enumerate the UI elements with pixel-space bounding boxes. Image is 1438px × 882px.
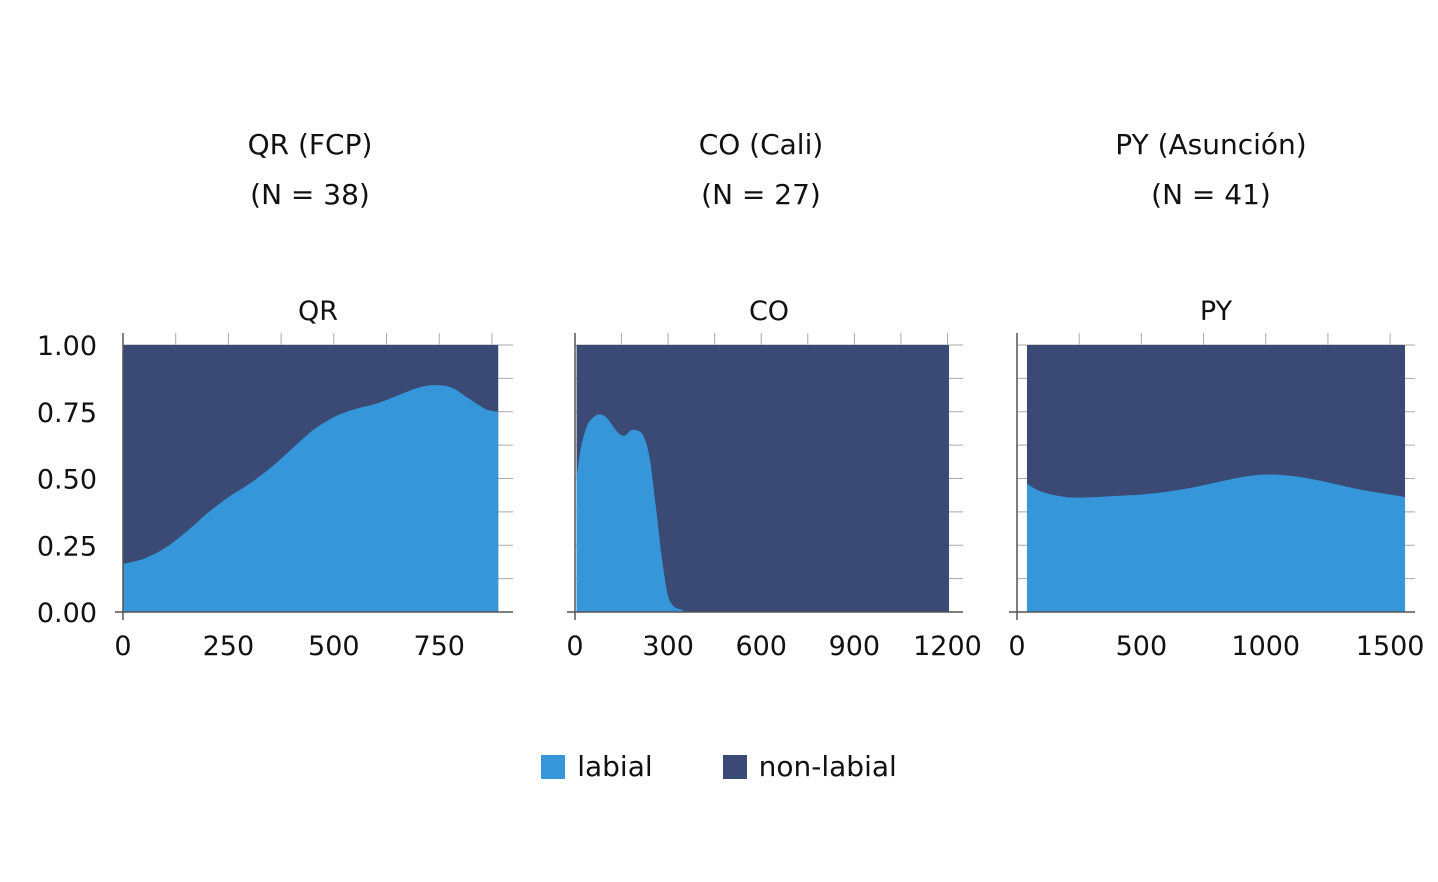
header-title: CO (Cali) [698, 128, 824, 161]
x-tick-label: 0 [566, 631, 583, 662]
x-tick-label: 500 [1116, 631, 1168, 662]
x-tick-label: 1500 [1356, 631, 1425, 662]
header-py: PY (Asunción) (N = 41) [1041, 120, 1381, 220]
area-labial [576, 414, 949, 613]
x-tick-label: 1200 [913, 631, 982, 662]
x-tick-label: 250 [203, 631, 255, 662]
x-tick-label: 600 [735, 631, 787, 662]
y-tick-label: 0.25 [37, 531, 97, 562]
header-title: QR (FCP) [247, 128, 373, 161]
legend-swatch-labial [541, 754, 566, 779]
x-tick-label: 0 [1008, 631, 1025, 662]
y-tick-label: 0.75 [37, 398, 97, 429]
header-qr: QR (FCP) (N = 38) [140, 120, 480, 220]
area-labial [1027, 474, 1405, 612]
x-tick-label: 300 [642, 631, 694, 662]
legend-label: labial [577, 750, 653, 783]
x-tick-label: 750 [413, 631, 465, 662]
header-n: (N = 38) [250, 178, 370, 211]
area-labial [123, 385, 499, 612]
panel-title: PY [1200, 296, 1233, 327]
x-tick-label: 1000 [1231, 631, 1300, 662]
legend-label: non-labial [758, 750, 897, 783]
y-tick-label: 0.50 [37, 465, 97, 496]
x-tick-label: 900 [829, 631, 881, 662]
legend: labial non-labial [0, 750, 1438, 783]
header-title: PY (Asunción) [1115, 128, 1307, 161]
panel-title: QR [298, 296, 338, 327]
header-co: CO (Cali) (N = 27) [591, 120, 931, 220]
header-n: (N = 41) [1151, 178, 1271, 211]
legend-item-non-labial: non-labial [722, 750, 897, 783]
legend-swatch-non-labial [722, 754, 747, 779]
x-tick-label: 0 [114, 631, 131, 662]
panel-title: CO [749, 296, 789, 327]
y-tick-label: 1.00 [37, 331, 97, 362]
y-tick-label: 0.00 [37, 598, 97, 629]
legend-item-labial: labial [541, 750, 653, 783]
header-n: (N = 27) [701, 178, 821, 211]
x-tick-label: 500 [308, 631, 360, 662]
